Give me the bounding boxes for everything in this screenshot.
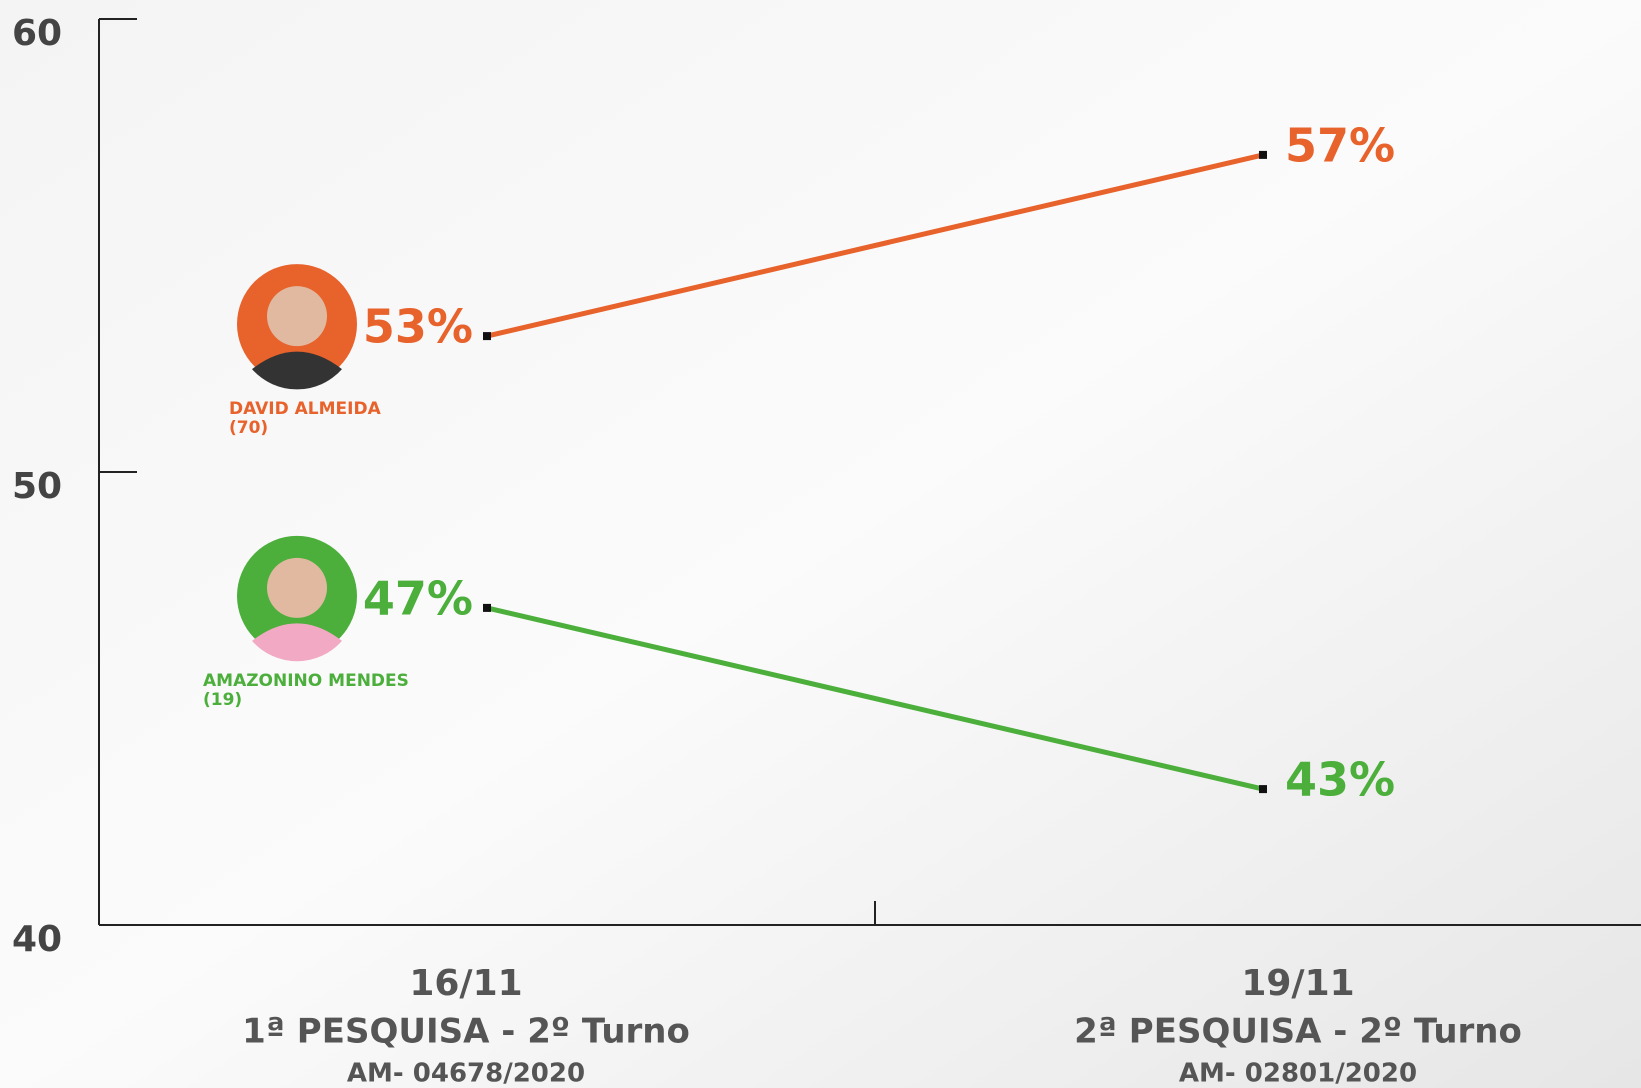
point-marker: [1259, 150, 1267, 159]
avatar-body: [252, 351, 342, 390]
legend-name: AMAZONINO MENDES: [203, 671, 409, 691]
data-label: 57%: [1285, 118, 1395, 172]
point-marker: [1259, 785, 1267, 794]
x-tick-sublabel: AM- 02801/2020: [1179, 1059, 1417, 1088]
y-tick-label: 50: [12, 466, 62, 507]
point-marker: [483, 332, 491, 341]
avatar-face: [267, 557, 327, 618]
x-tick-sublabel: 1ª PESQUISA - 2º Turno: [242, 1012, 690, 1052]
avatar-face: [267, 286, 327, 347]
legend-name: DAVID ALMEIDA: [229, 399, 382, 419]
avatar-body: [252, 623, 342, 662]
y-tick-label: 40: [12, 919, 62, 960]
data-label: 53%: [363, 300, 473, 354]
x-tick-label: 16/11: [409, 963, 522, 1004]
series-line: [486, 152, 1264, 339]
series-line: [486, 605, 1264, 792]
legend-number: (19): [203, 690, 242, 710]
data-label: 47%: [363, 571, 473, 625]
point-marker: [483, 603, 491, 612]
x-tick-sublabel: AM- 04678/2020: [347, 1059, 585, 1088]
y-tick-label: 60: [12, 13, 62, 54]
data-label: 43%: [1285, 753, 1395, 807]
x-tick-sublabel: 2ª PESQUISA - 2º Turno: [1074, 1012, 1522, 1052]
legend-number: (70): [229, 418, 268, 438]
x-tick-label: 19/11: [1241, 963, 1354, 1004]
